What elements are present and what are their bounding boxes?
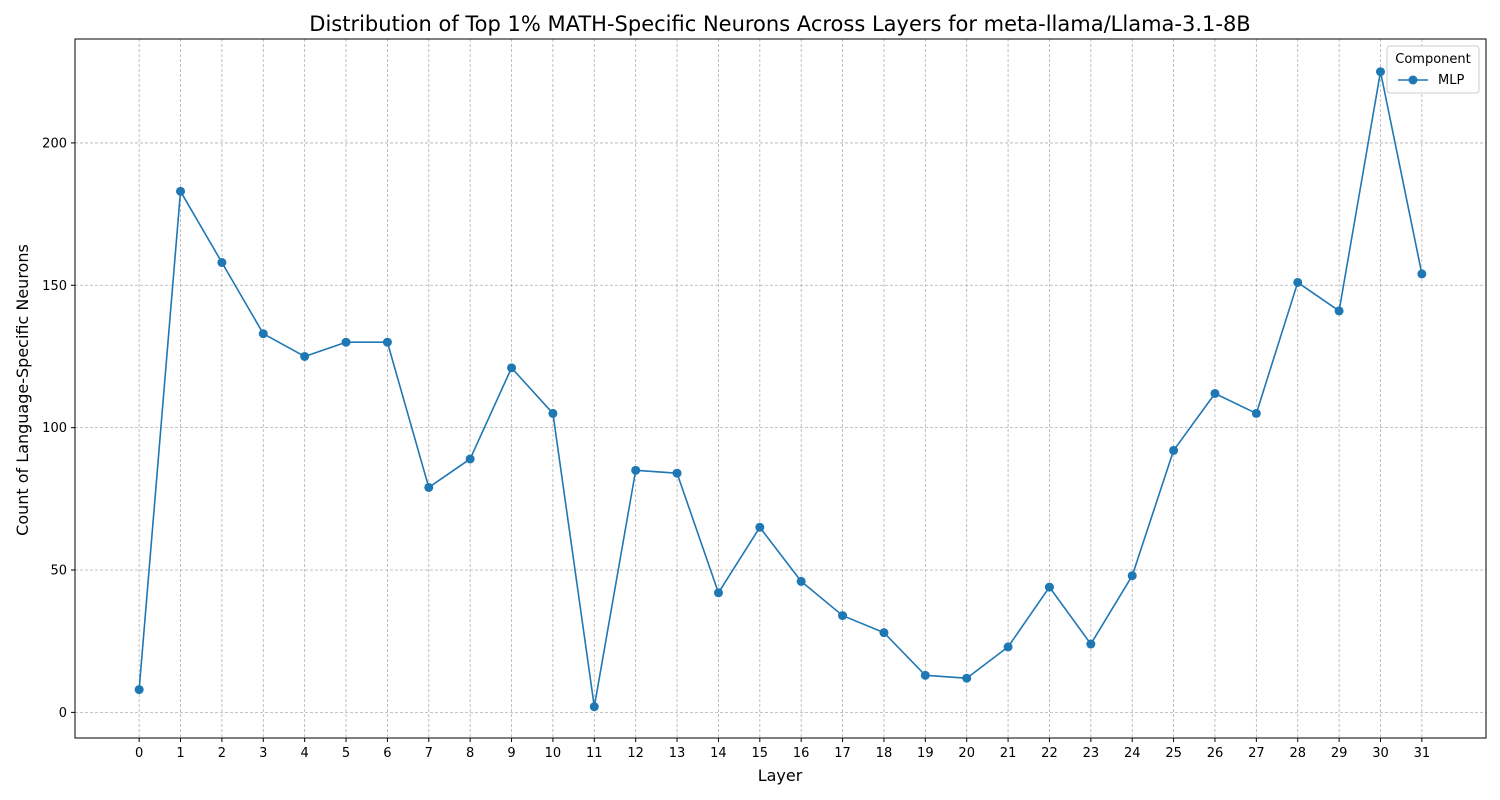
legend-marker-swatch	[1408, 75, 1418, 85]
x-tick-label: 25	[1165, 746, 1182, 761]
x-tick-label: 4	[301, 746, 309, 761]
x-tick-label: 30	[1372, 746, 1389, 761]
x-tick-label: 14	[710, 746, 727, 761]
data-point	[1044, 582, 1054, 592]
data-point	[507, 363, 517, 373]
plot-area-frame	[74, 38, 1487, 739]
data-point	[341, 337, 351, 347]
x-tick-label: 0	[135, 746, 143, 761]
data-point	[134, 685, 144, 695]
y-axis-label: Count of Language-Specific Neurons	[13, 244, 32, 536]
x-tick-label: 7	[425, 746, 433, 761]
data-point	[1003, 642, 1013, 652]
data-point	[1417, 269, 1427, 279]
y-axis: 0 50 100 150 200	[42, 136, 75, 721]
x-tick-label: 23	[1083, 746, 1100, 761]
x-tick-label: 26	[1207, 746, 1224, 761]
data-point	[1251, 408, 1261, 418]
y-tick-label: 150	[42, 279, 67, 294]
data-point	[382, 337, 392, 347]
x-tick-label: 5	[342, 746, 350, 761]
x-tick-label: 12	[627, 746, 644, 761]
x-tick-label: 24	[1124, 746, 1141, 761]
data-point	[713, 588, 723, 598]
x-tick-label: 2	[218, 746, 226, 761]
x-tick-label: 15	[752, 746, 769, 761]
x-tick-label: 3	[259, 746, 267, 761]
data-point	[548, 408, 558, 418]
data-point	[838, 611, 848, 621]
data-point	[465, 454, 475, 464]
data-point	[755, 522, 765, 532]
data-point	[920, 670, 930, 680]
x-tick-label: 8	[466, 746, 474, 761]
series-layer	[134, 67, 1427, 712]
data-point	[1127, 571, 1137, 581]
x-tick-label: 18	[876, 746, 893, 761]
grid	[75, 39, 1486, 738]
x-tick-label: 11	[586, 746, 603, 761]
x-tick-label: 9	[507, 746, 515, 761]
x-axis: 0 1 2 3 4 5 6 7 8 9 10 11 12 13 14 15 16 17 18 19 20 21 22 23 24…	[135, 738, 1430, 761]
x-tick-label: 20	[958, 746, 975, 761]
x-tick-label: 31	[1414, 746, 1431, 761]
data-point	[258, 329, 268, 339]
data-point	[879, 628, 889, 638]
x-tick-label: 17	[834, 746, 851, 761]
data-point	[796, 576, 806, 586]
data-point	[176, 186, 186, 196]
data-point	[1169, 445, 1179, 455]
x-tick-label: 27	[1248, 746, 1265, 761]
chart-title: Distribution of Top 1% MATH-Specific Neu…	[309, 12, 1250, 36]
x-tick-label: 13	[669, 746, 686, 761]
y-tick-label: 100	[42, 421, 67, 436]
data-point	[962, 673, 972, 683]
y-tick-label: 200	[42, 136, 67, 151]
legend-title: Component	[1395, 52, 1470, 67]
data-point	[300, 351, 310, 361]
x-tick-label: 16	[793, 746, 810, 761]
data-point	[1293, 277, 1303, 287]
x-tick-label: 29	[1331, 746, 1348, 761]
legend: Component MLP	[1386, 45, 1480, 94]
data-point	[1086, 639, 1096, 649]
data-point	[424, 482, 434, 492]
y-tick-label: 50	[50, 564, 67, 579]
x-tick-label: 6	[383, 746, 391, 761]
x-tick-label: 28	[1289, 746, 1306, 761]
x-axis-label: Layer	[758, 766, 803, 785]
data-point	[589, 702, 599, 712]
data-point	[1210, 388, 1220, 398]
data-point	[1375, 67, 1385, 77]
x-tick-label: 10	[545, 746, 562, 761]
legend-label: MLP	[1438, 73, 1464, 88]
series-line-mlp	[138, 70, 1423, 708]
y-tick-label: 0	[59, 706, 67, 721]
data-point	[672, 468, 682, 478]
x-tick-label: 21	[1000, 746, 1017, 761]
x-tick-label: 22	[1041, 746, 1058, 761]
data-point	[217, 258, 227, 268]
data-point	[1334, 306, 1344, 316]
x-tick-label: 1	[176, 746, 184, 761]
data-point	[631, 465, 641, 475]
x-tick-label: 19	[917, 746, 934, 761]
